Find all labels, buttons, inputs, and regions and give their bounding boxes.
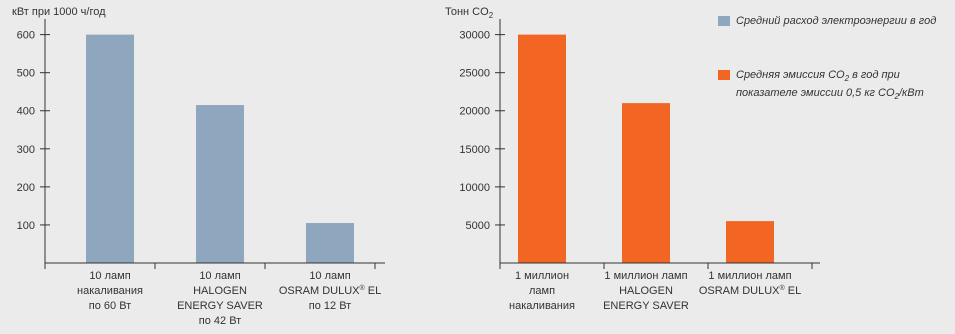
co2-x-tick-label: 1 миллион ламп OSRAM DULUX® EL xyxy=(699,270,801,297)
energy-x-tick-label: 10 ламп накаливания по 60 Вт xyxy=(77,270,143,312)
co2-y-tick-label: 10000 xyxy=(459,182,490,194)
co2-y-tick-label: 5000 xyxy=(466,220,490,232)
energy-y-tick-label: 500 xyxy=(17,68,35,80)
legend-label-energy: Средний расход электроэнергии в год xyxy=(736,15,937,27)
co2-y-axis-title: Тонн CO2 xyxy=(445,6,494,20)
energy-y-tick-label: 300 xyxy=(17,144,35,156)
energy-chart: кВт при 1000 ч/год 100 200 300 400 500 600 10 л… xyxy=(12,6,385,327)
energy-bar xyxy=(196,105,244,263)
energy-bar xyxy=(306,223,354,263)
co2-bar xyxy=(726,221,774,263)
energy-y-tick-label: 600 xyxy=(17,30,35,42)
co2-y-tick-label: 25000 xyxy=(459,68,490,80)
co2-bar xyxy=(518,34,566,264)
co2-bar xyxy=(622,103,670,264)
co2-x-tick-label: 1 миллион ламп накаливания xyxy=(509,270,575,312)
energy-bar xyxy=(86,34,134,264)
co2-chart: Тонн CO2 5000 10000 15000 20000 25000 30000 1 м… xyxy=(445,6,820,312)
energy-x-tick-label: 10 ламп OSRAM DULUX® EL по 12 Вт xyxy=(279,270,381,312)
energy-y-axis-title: кВт при 1000 ч/год xyxy=(12,6,106,18)
energy-x-tick-label: 10 ламп HALOGEN ENERGY SAVER по 42 Вт xyxy=(177,270,263,327)
legend-swatch-energy xyxy=(718,16,730,26)
legend-swatch-co2 xyxy=(718,70,730,80)
energy-y-tick-label: 100 xyxy=(17,220,35,232)
legend-label-co2: Средняя эмиссия CO2 в год при показателе… xyxy=(736,69,924,102)
co2-y-tick-label: 30000 xyxy=(459,30,490,42)
co2-y-tick-label: 15000 xyxy=(459,144,490,156)
energy-y-tick-label: 400 xyxy=(17,106,35,118)
co2-y-tick-label: 20000 xyxy=(459,106,490,118)
energy-y-tick-label: 200 xyxy=(17,182,35,194)
co2-x-tick-label: 1 миллион ламп HALOGEN ENERGY SAVER xyxy=(603,270,689,312)
